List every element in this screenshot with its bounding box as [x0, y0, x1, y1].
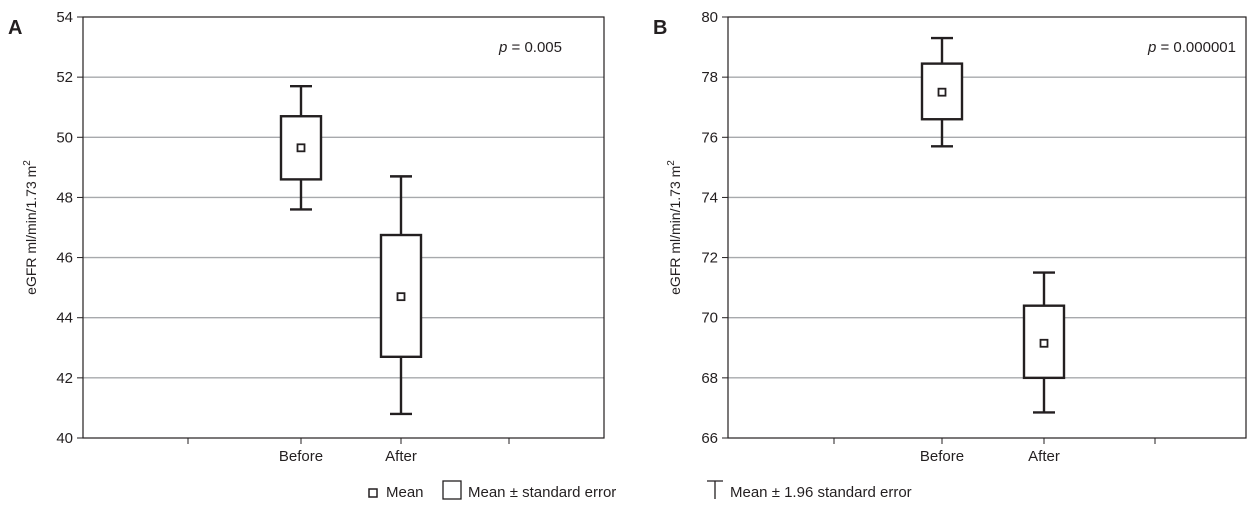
y-tick-label: 74 — [701, 189, 718, 206]
legend-symbol — [707, 480, 723, 499]
legend-symbol — [368, 488, 378, 498]
legend-label: Mean ± 1.96 standard error — [730, 484, 912, 501]
se-box — [379, 233, 423, 359]
x-tick-label: After — [1028, 448, 1060, 465]
y-tick-label: 78 — [701, 69, 718, 86]
y-tick-label: 46 — [56, 250, 73, 267]
y-tick-label: 48 — [56, 189, 73, 206]
legend-item-box: Mean ± standard error — [442, 480, 616, 501]
y-tick-label: 40 — [56, 430, 73, 447]
p-value-annotation: p = 0.005 — [498, 39, 562, 56]
legend-label: Mean ± standard error — [468, 484, 616, 501]
x-tick-label: Before — [279, 448, 323, 465]
y-tick-label: 66 — [701, 430, 718, 447]
x-tick-label: Before — [920, 448, 964, 465]
y-tick-label: 70 — [701, 310, 718, 327]
legend-symbol — [442, 480, 462, 500]
y-tick-label: 42 — [56, 370, 73, 387]
y-axis-label: eGFR ml/min/1.73 m2 — [22, 160, 39, 295]
x-tick-label: After — [385, 448, 417, 465]
y-axis-label: eGFR ml/min/1.73 m2 — [666, 160, 683, 295]
p-value-annotation: p = 0.000001 — [1147, 39, 1236, 56]
legend-label: Mean — [386, 484, 424, 501]
y-tick-label: 68 — [701, 370, 718, 387]
plot-frame — [727, 16, 1247, 439]
panel-letter: B — [653, 17, 667, 39]
chart-panel-a: A 40 42 44 46 48 50 52 54 Before After eGFR ml/min/… — [8, 9, 605, 465]
mean-marker — [296, 143, 306, 153]
legend-item-mean-marker: Mean — [368, 484, 424, 501]
box-before — [279, 84, 323, 211]
y-tick-label: 76 — [701, 129, 718, 146]
chart-panel-b: B 66 68 70 72 74 76 78 80 Before After eGFR ml/min/… — [653, 9, 1247, 465]
y-tick-label: 44 — [56, 310, 73, 327]
y-tick-label: 80 — [701, 9, 718, 26]
mean-marker — [396, 292, 406, 302]
y-tick-label: 54 — [56, 9, 73, 26]
box-before — [920, 36, 964, 148]
mean-marker — [1039, 338, 1049, 348]
box-after — [1022, 271, 1066, 414]
plot-frame — [82, 16, 605, 439]
y-tick-label: 52 — [56, 69, 73, 86]
legend-item-whisker: Mean ± 1.96 standard error — [707, 480, 912, 501]
y-tick-label: 50 — [56, 129, 73, 146]
panel-letter: A — [8, 17, 22, 39]
legend: Mean Mean ± standard error Mean ± 1.96 sta… — [368, 480, 912, 501]
mean-marker — [937, 87, 947, 97]
y-tick-label: 72 — [701, 250, 718, 267]
box-after — [379, 175, 423, 416]
